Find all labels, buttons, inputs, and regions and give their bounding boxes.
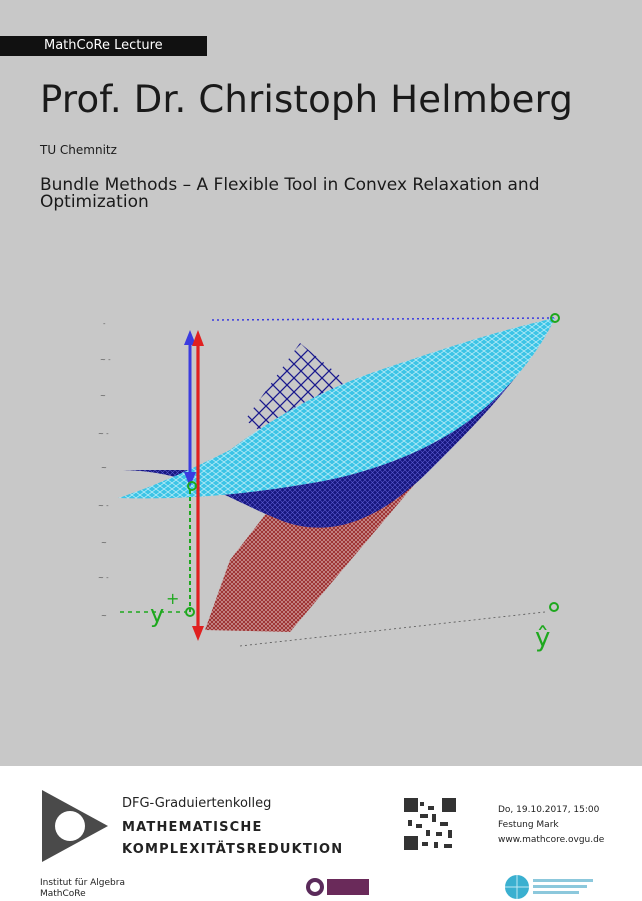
- program-logo-icon: [42, 790, 108, 862]
- svg-text:~: ~: [101, 539, 107, 547]
- bundle-method-figure: - ~ - ~ ~ - ~ ~ - ~ ~ - ~ y + ŷ: [98, 313, 560, 653]
- marker-right: [549, 602, 559, 612]
- institute-line2: MathCoRe: [40, 889, 86, 899]
- top-guide-line: [211, 317, 556, 321]
- marker-top-right: [550, 313, 560, 323]
- qr-code-icon: [404, 798, 456, 850]
- upper-surface: [118, 318, 555, 499]
- program-name-line1: DFG-Graduiertenkolleg: [122, 796, 272, 811]
- svg-text:~ -: ~ -: [98, 502, 109, 510]
- marker-bottom: [185, 607, 195, 617]
- blue-arrow-head-top: [184, 330, 196, 345]
- y-hat-label: ŷ: [535, 623, 550, 653]
- y-axis-ticks: - ~ - ~ ~ - ~ ~ - ~ ~ - ~: [98, 320, 111, 620]
- svg-text:~ -: ~ -: [100, 356, 111, 364]
- floor-axis: [239, 611, 546, 647]
- red-arrow-head-bottom: [192, 626, 204, 641]
- y-plus-label: y: [150, 600, 164, 628]
- speaker-affiliation: TU Chemnitz: [40, 143, 117, 157]
- red-arrow-head-top: [192, 330, 204, 346]
- svg-text:~: ~: [101, 612, 107, 620]
- event-location: Festung Mark: [498, 820, 559, 830]
- talk-title: Bundle Methods – A Flexible Tool in Conv…: [40, 175, 540, 212]
- institute-line1: Institut für Algebra: [40, 878, 125, 888]
- series-tag: MathCoRe Lecture: [0, 36, 207, 56]
- speaker-name: Prof. Dr. Christoph Helmberg: [40, 78, 574, 121]
- event-date: Do, 19.10.2017, 15:00: [498, 805, 600, 815]
- blue-arrow-head-bottom: [184, 472, 196, 487]
- y-plus-superscript: +: [166, 589, 179, 608]
- program-name-line3: KOMPLEXITÄTSREDUKTION: [122, 842, 344, 857]
- svg-text:~: ~: [100, 392, 106, 400]
- svg-text:~ -: ~ -: [98, 430, 109, 438]
- university-seal-icon: [306, 878, 369, 896]
- svg-text:~: ~: [101, 464, 107, 472]
- svg-text:~ -: ~ -: [98, 574, 109, 582]
- event-website[interactable]: www.mathcore.ovgu.de: [498, 835, 605, 845]
- program-name-line2: MATHEMATISCHE: [122, 820, 263, 835]
- marker-center: [187, 481, 197, 491]
- globe-logo-icon: [505, 875, 593, 899]
- svg-text:-: -: [103, 320, 106, 328]
